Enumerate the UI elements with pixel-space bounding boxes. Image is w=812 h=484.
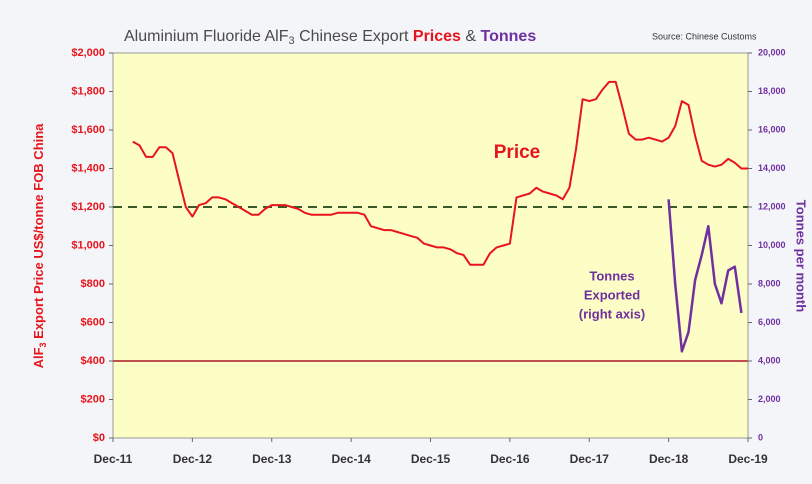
x-tick-label: Dec-17 bbox=[570, 452, 610, 466]
x-tick-label: Dec-12 bbox=[173, 452, 213, 466]
y2-axis-label: Tonnes per month bbox=[794, 200, 809, 312]
x-tick-label: Dec-18 bbox=[649, 452, 689, 466]
y-tick-label: $1,600 bbox=[71, 124, 105, 136]
x-tick-label: Dec-15 bbox=[411, 452, 451, 466]
x-tick-label: Dec-13 bbox=[252, 452, 292, 466]
series-label: Price bbox=[494, 142, 540, 163]
y-tick-label: $800 bbox=[81, 278, 105, 290]
y2-tick-label: 14,000 bbox=[758, 163, 786, 173]
y2-tick-label: 6,000 bbox=[758, 317, 781, 327]
y-tick-label: $1,200 bbox=[71, 201, 105, 213]
y-tick-label: $0 bbox=[93, 432, 105, 444]
x-tick-label: Dec-16 bbox=[490, 452, 530, 466]
series-line bbox=[132, 80, 748, 266]
series-label: (right axis) bbox=[579, 306, 645, 321]
chart-title: Aluminium Fluoride AlF3 Chinese Export P… bbox=[124, 28, 536, 47]
y-tick-label: $1,800 bbox=[71, 85, 105, 97]
y2-tick-label: 0 bbox=[758, 432, 763, 442]
y-tick-label: $400 bbox=[81, 355, 105, 367]
y-tick-label: $1,400 bbox=[71, 162, 105, 174]
source-note: Source: Chinese Customs bbox=[652, 31, 757, 41]
y-tick-label: $600 bbox=[81, 316, 105, 328]
y2-tick-label: 20,000 bbox=[758, 47, 786, 57]
y2-tick-label: 16,000 bbox=[758, 124, 786, 134]
x-tick-label: Dec-19 bbox=[728, 452, 768, 466]
y2-tick-label: 12,000 bbox=[758, 201, 786, 211]
y-tick-label: $1,000 bbox=[71, 239, 105, 251]
y-axis-label: AlF3 Export Price US$/tonne FOB China bbox=[31, 123, 48, 369]
y-tick-label: $2,000 bbox=[71, 47, 105, 59]
x-tick-label: Dec-14 bbox=[331, 452, 371, 466]
y-tick-label: $200 bbox=[81, 393, 105, 405]
y2-tick-label: 4,000 bbox=[758, 355, 781, 365]
series-line bbox=[667, 199, 743, 353]
y2-tick-label: 18,000 bbox=[758, 86, 786, 96]
y2-tick-label: 8,000 bbox=[758, 278, 781, 288]
x-tick-label: Dec-11 bbox=[94, 452, 133, 466]
y2-tick-label: 2,000 bbox=[758, 394, 781, 404]
series-label: Exported bbox=[584, 287, 640, 302]
series-label: Tonnes bbox=[589, 268, 634, 283]
y2-tick-label: 10,000 bbox=[758, 240, 786, 250]
